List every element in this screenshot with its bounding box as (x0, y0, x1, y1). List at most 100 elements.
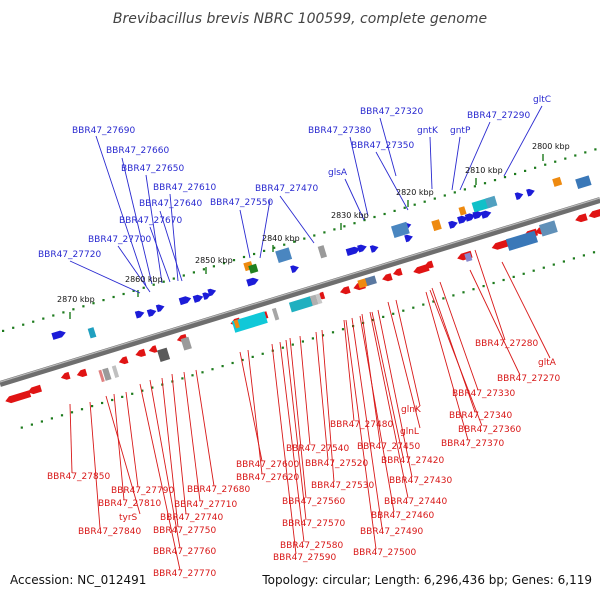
scale-dot (564, 157, 567, 160)
gene-label: BBR47_27330 (452, 389, 515, 399)
scale-dot (211, 368, 214, 371)
gene-arrow (448, 220, 458, 229)
gene-label: BBR47_27690 (72, 126, 135, 136)
scale-dot (502, 278, 505, 282)
gene-label: BBR47_27560 (282, 497, 345, 507)
gene-label: gltA (538, 358, 557, 368)
gene-label: BBR47_27750 (153, 526, 216, 536)
connector-line (459, 121, 491, 191)
scale-dot (291, 343, 294, 346)
scale-dot (131, 392, 134, 395)
connector-line (369, 311, 409, 499)
scale-dot (50, 417, 53, 420)
scale-dot (22, 323, 25, 326)
connector-line (69, 403, 73, 474)
scale-dot (222, 262, 226, 265)
scale-dot (582, 254, 585, 257)
gene-label: BBR47_27720 (38, 250, 101, 260)
scale-dot (383, 212, 386, 216)
gene-label: BBR47_27530 (311, 481, 374, 491)
gene-arrow (404, 234, 413, 243)
connector-line (121, 157, 153, 285)
gene-label: BBR47_27430 (389, 476, 452, 486)
gene-label: BBR47_27850 (47, 472, 110, 482)
scale-dot (492, 281, 495, 285)
gene-label: BBR47_27490 (360, 527, 423, 537)
feature-box (552, 176, 563, 187)
scale-dot (293, 240, 296, 243)
gene-arrow (588, 208, 600, 218)
scale-dot (402, 309, 405, 312)
scale-dot (353, 222, 356, 225)
feature-box (180, 336, 192, 351)
gene-label: BBR47_27440 (384, 497, 447, 507)
connector-line (105, 395, 141, 515)
scale-dot (512, 275, 515, 278)
feature-box (317, 245, 327, 259)
scale-dot (182, 274, 185, 277)
scale-dot (321, 334, 325, 337)
feature-box (365, 275, 377, 286)
scale-dot (142, 286, 145, 289)
scale-dot (221, 365, 224, 368)
connector-line (289, 337, 307, 499)
scale-dot (111, 398, 114, 402)
scale-dot (574, 154, 577, 157)
gene-label: gntP (450, 126, 471, 136)
connector-line (125, 391, 139, 488)
gene-arrow (464, 213, 476, 222)
gene-arrow (192, 294, 204, 303)
scale-dot (473, 185, 476, 188)
scale-dot (562, 260, 565, 263)
gene-label: BBR47_27290 (467, 111, 530, 121)
gene-arrow (27, 384, 42, 395)
scale-dot (232, 259, 236, 262)
connector-line (183, 371, 201, 502)
feature-box (539, 220, 558, 237)
gene-arrow (134, 310, 145, 319)
scale-dot (323, 231, 326, 234)
gene-label: BBR47_27480 (330, 420, 393, 430)
scale-dot (482, 285, 485, 288)
scale-dot (303, 237, 306, 240)
feature-box (157, 347, 171, 362)
feature-box (87, 327, 97, 339)
gene-label: BBR47_27550 (210, 198, 273, 208)
scale-dot (191, 374, 194, 377)
feature-box (309, 294, 319, 306)
scale-dot (443, 194, 446, 197)
gene-arrow (246, 277, 259, 287)
scale-dot (343, 225, 346, 228)
gene-label: BBR47_27610 (153, 183, 216, 193)
scale-dot (413, 203, 416, 206)
scale-dot (423, 200, 426, 203)
gene-label: BBR47_27350 (351, 141, 414, 151)
gene-label: BBR47_27600 (236, 460, 299, 470)
scale-dot (534, 166, 537, 169)
scale-dot (331, 331, 335, 334)
scale-dot (60, 414, 64, 417)
gene-label: BBR47_27810 (98, 499, 161, 509)
connector-line (271, 343, 297, 555)
gene-arrow (202, 292, 211, 300)
scale-dot (202, 268, 205, 271)
scale-dot (192, 271, 195, 274)
gene-arrow (207, 288, 217, 297)
gene-arrow (146, 309, 157, 317)
connector-line (149, 226, 171, 283)
connector-line (145, 174, 163, 284)
scale-dot (251, 355, 254, 358)
connector-line (431, 287, 476, 413)
connector-line (95, 135, 147, 287)
connector-line (349, 136, 369, 217)
scale-dot (70, 411, 74, 414)
scale-dot (584, 151, 587, 154)
gene-label: BBR47_27320 (360, 107, 423, 117)
gene-label: BBR47_27740 (160, 513, 223, 523)
gene-label: glnL (400, 427, 419, 437)
scale-dot (263, 249, 266, 252)
scale-dot (532, 269, 535, 272)
scale-dot (283, 243, 286, 246)
feature-box (98, 369, 105, 383)
feature-box (248, 263, 259, 274)
